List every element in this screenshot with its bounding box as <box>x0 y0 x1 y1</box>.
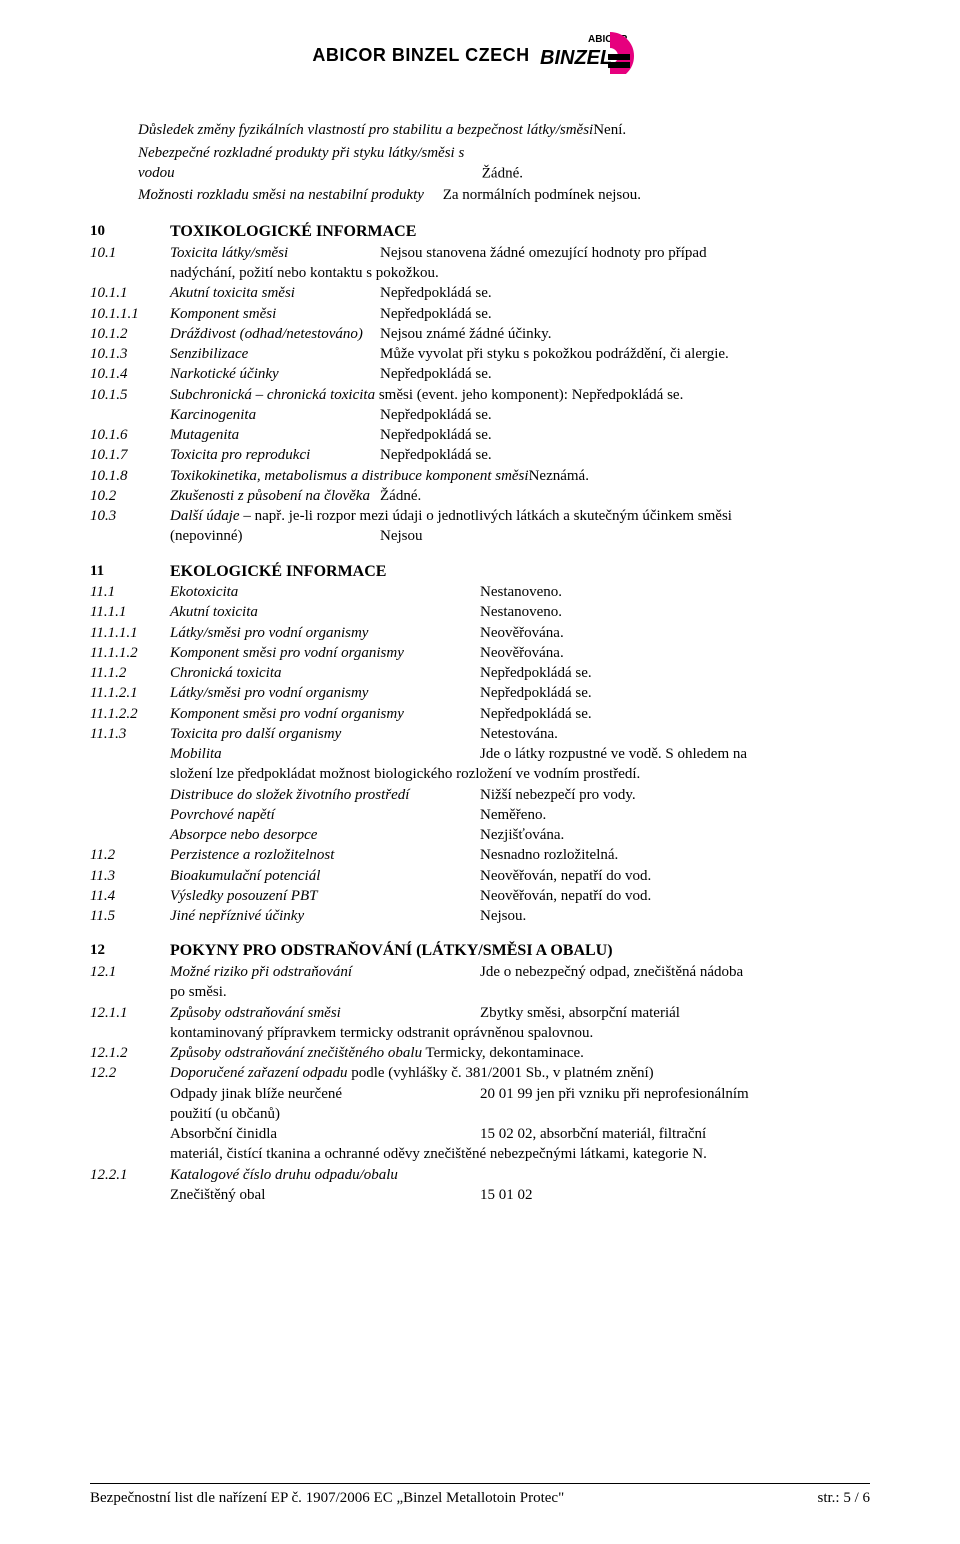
row-absorpce: Absorpce nebo desorpceNezjišťována. <box>90 825 870 845</box>
footer-right: str.: 5 / 6 <box>817 1488 870 1508</box>
row-12.2b: Odpady jinak blíže neurčené20 01 99 jen … <box>90 1084 870 1104</box>
row-10.1: 10.1 Toxicita látky/směsiNejsou stanoven… <box>90 243 870 263</box>
section-11-heading: 11 EKOLOGICKÉ INFORMACE <box>90 561 870 583</box>
intro-line-1: Důsledek změny fyzikálních vlastností pr… <box>90 120 870 140</box>
row-11.1.1: 11.1.1Akutní toxicitaNestanoveno. <box>90 602 870 622</box>
row-10.1.5b: KarcinogenitaNepředpokládá se. <box>90 405 870 425</box>
row-12.1.2: 12.1.2 Způsoby odstraňování znečištěného… <box>90 1043 870 1063</box>
svg-text:BINZEL: BINZEL <box>540 47 612 69</box>
row-mobilita-cont: složení lze předpokládat možnost biologi… <box>90 764 870 784</box>
intro-line-3: Možnosti rozkladu směsi na nestabilní pr… <box>90 185 870 205</box>
page-footer: Bezpečnostní list dle nařízení EP č. 190… <box>90 1483 870 1508</box>
section-12-heading: 12 POKYNY PRO ODSTRAŇOVÁNÍ (LÁTKY/SMĚSI … <box>90 940 870 962</box>
row-10.1.2: 10.1.2 Dráždivost (odhad/netestováno)Nej… <box>90 324 870 344</box>
row-12.1.1: 12.1.1Způsoby odstraňování směsiZbytky s… <box>90 1003 870 1023</box>
brand-text: ABICOR BINZEL CZECH <box>312 43 529 67</box>
row-11.1.2.1: 11.1.2.1Látky/směsi pro vodní organismyN… <box>90 683 870 703</box>
row-12.2.1b: Znečištěný obal15 01 02 <box>90 1185 870 1205</box>
brand-header: ABICOR BINZEL CZECH ABICOR BINZEL <box>90 30 870 80</box>
row-10.3b: (nepovinné)Nejsou <box>90 526 870 546</box>
row-10.1.8: 10.1.8 Toxikokinetika, metabolismus a di… <box>90 466 870 486</box>
row-10.1.6: 10.1.6 MutagenitaNepředpokládá se. <box>90 425 870 445</box>
row-12.2c: použití (u občanů) <box>90 1104 870 1124</box>
footer-left: Bezpečnostní list dle nařízení EP č. 190… <box>90 1488 564 1508</box>
row-11.1.3: 11.1.3Toxicita pro další organismyNetest… <box>90 724 870 744</box>
row-10.1.5: 10.1.5 Subchronická – chronická toxicita… <box>90 385 870 405</box>
row-11.1.1.2: 11.1.1.2Komponent směsi pro vodní organi… <box>90 643 870 663</box>
row-12.1: 12.1Možné riziko při odstraňováníJde o n… <box>90 962 870 982</box>
row-10.1.7: 10.1.7 Toxicita pro reprodukciNepředpokl… <box>90 445 870 465</box>
row-11.1.2.2: 11.1.2.2Komponent směsi pro vodní organi… <box>90 704 870 724</box>
row-11.5: 11.5Jiné nepříznivé účinkyNejsou. <box>90 906 870 926</box>
row-12.2.1: 12.2.1Katalogové číslo druhu odpadu/obal… <box>90 1165 870 1185</box>
row-12.2e: materiál, čistící tkanina a ochranné odě… <box>90 1144 870 1164</box>
row-12.2d: Absorbční činidla15 02 02, absorbční mat… <box>90 1124 870 1144</box>
row-mobilita: MobilitaJde o látky rozpustné ve vodě. S… <box>90 744 870 764</box>
row-10.1.1: 10.1.1 Akutní toxicita směsiNepředpoklád… <box>90 283 870 303</box>
row-11.4: 11.4Výsledky posouzení PBTNeověřován, ne… <box>90 886 870 906</box>
row-10.1.4: 10.1.4 Narkotické účinkyNepředpokládá se… <box>90 364 870 384</box>
row-11.2: 11.2Perzistence a rozložitelnostNesnadno… <box>90 845 870 865</box>
intro-line-2: Nebezpečné rozkladné produkty při styku … <box>90 143 870 184</box>
row-10.1-cont: nadýchání, požití nebo kontaktu s pokožk… <box>90 263 870 283</box>
row-10.2: 10.2 Zkušenosti z působení na člověkaŽád… <box>90 486 870 506</box>
row-11.1.2: 11.1.2Chronická toxicitaNepředpokládá se… <box>90 663 870 683</box>
row-11.1.1.1: 11.1.1.1Látky/směsi pro vodní organismyN… <box>90 623 870 643</box>
row-12.1.1b: kontaminovaný přípravkem termicky odstra… <box>90 1023 870 1043</box>
row-povrch: Povrchové napětíNeměřeno. <box>90 805 870 825</box>
row-10.1.1.1: 10.1.1.1 Komponent směsiNepředpokládá se… <box>90 304 870 324</box>
row-12.2: 12.2Doporučené zařazení odpadu podle (vy… <box>90 1063 870 1083</box>
brand-logo-icon: ABICOR BINZEL <box>538 30 648 80</box>
row-11.1: 11.1EkotoxicitaNestanoveno. <box>90 582 870 602</box>
row-10.1.3: 10.1.3 SenzibilizaceMůže vyvolat při sty… <box>90 344 870 364</box>
row-distribuce: Distribuce do složek životního prostředí… <box>90 785 870 805</box>
row-10.3: 10.3 Další údaje – např. je-li rozpor me… <box>90 506 870 526</box>
row-12.1b: po směsi. <box>90 982 870 1002</box>
row-11.3: 11.3Bioakumulační potenciálNeověřován, n… <box>90 866 870 886</box>
section-10-heading: 10 TOXIKOLOGICKÉ INFORMACE <box>90 221 870 243</box>
